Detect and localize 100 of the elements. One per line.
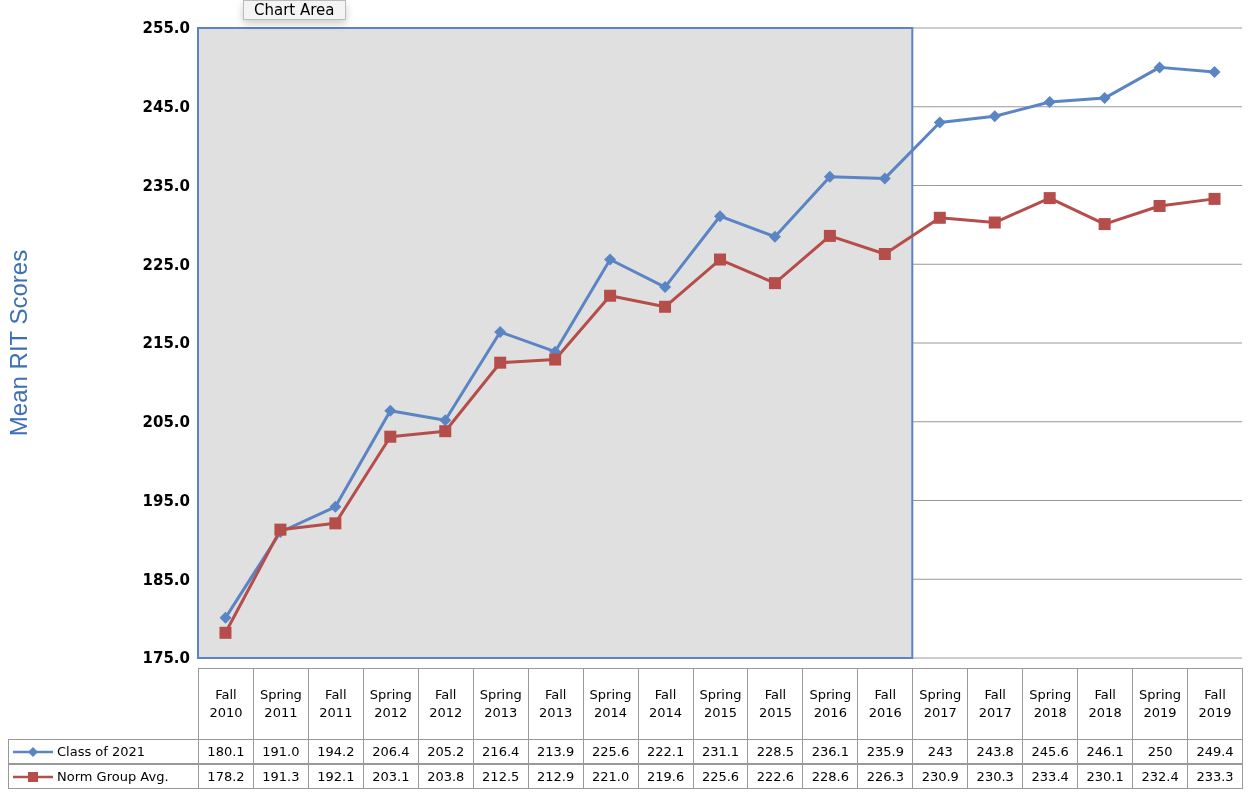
x-tick-label: Fall 2018 <box>1077 668 1134 740</box>
y-tick-label: 215.0 <box>142 334 190 353</box>
data-label: 226.3 <box>857 764 914 789</box>
point <box>439 425 452 438</box>
data-label: 206.4 <box>362 739 419 764</box>
data-label: 219.6 <box>637 764 694 789</box>
point <box>1153 199 1166 212</box>
point <box>439 414 452 427</box>
point <box>494 325 507 338</box>
data-label: 192.1 <box>307 764 364 789</box>
data-label: 231.1 <box>692 739 749 764</box>
x-tick-label: Fall 2019 <box>1187 668 1243 740</box>
point <box>1153 61 1166 74</box>
y-tick-label: 185.0 <box>142 570 190 589</box>
data-label: 228.5 <box>747 739 804 764</box>
point <box>659 300 672 313</box>
point <box>768 230 781 243</box>
x-tick-label: Fall 2013 <box>527 668 584 740</box>
data-label: 213.9 <box>527 739 584 764</box>
data-label: 236.1 <box>802 739 859 764</box>
data-label: 228.6 <box>802 764 859 789</box>
data-label: 203.1 <box>362 764 419 789</box>
point <box>933 211 946 224</box>
data-label: 243.8 <box>967 739 1024 764</box>
data-label: 225.6 <box>692 764 749 789</box>
data-label: 205.2 <box>417 739 474 764</box>
x-tick-label: Fall 2011 <box>307 668 364 740</box>
data-label: 212.5 <box>472 764 529 789</box>
data-label: 178.2 <box>198 764 254 789</box>
data-label: 233.3 <box>1187 764 1243 789</box>
y-tick-label: 245.0 <box>142 98 190 117</box>
point <box>384 404 397 417</box>
data-label: 194.2 <box>307 739 364 764</box>
data-label: 222.6 <box>747 764 804 789</box>
point <box>1208 192 1221 205</box>
point <box>714 253 726 266</box>
y-tick-label: 255.0 <box>142 19 190 38</box>
x-tick-label: Spring 2016 <box>802 668 859 740</box>
point <box>933 116 946 129</box>
x-tick-label: Spring 2018 <box>1022 668 1079 740</box>
point <box>878 248 891 261</box>
point <box>329 517 342 530</box>
data-label: 233.4 <box>1022 764 1079 789</box>
point <box>878 172 891 185</box>
data-label: 222.1 <box>637 739 694 764</box>
x-tick-label: Spring 2011 <box>252 668 309 740</box>
x-tick-label: Fall 2015 <box>747 668 804 740</box>
y-tick-label: 175.0 <box>142 649 190 668</box>
point <box>384 430 397 443</box>
point <box>494 356 507 369</box>
data-label: 235.9 <box>857 739 914 764</box>
point <box>329 500 342 513</box>
point <box>549 353 562 366</box>
y-tick-label: 195.0 <box>142 491 190 510</box>
point <box>988 110 1001 123</box>
point <box>1043 96 1056 109</box>
point <box>1208 66 1221 79</box>
data-label: 216.4 <box>472 739 529 764</box>
legend-label: Class of 2021 <box>57 744 146 759</box>
point <box>1098 218 1111 231</box>
x-tick-label: Fall 2012 <box>417 668 474 740</box>
data-label: 203.8 <box>417 764 474 789</box>
data-label: 249.4 <box>1187 739 1243 764</box>
data-label: 243 <box>912 739 969 764</box>
point <box>1098 92 1111 105</box>
data-label: 232.4 <box>1132 764 1189 789</box>
x-tick-label: Spring 2017 <box>912 668 969 740</box>
x-tick-label: Spring 2013 <box>472 668 529 740</box>
x-tick-label: Spring 2015 <box>692 668 749 740</box>
data-label: 191.3 <box>252 764 309 789</box>
point <box>219 626 232 639</box>
y-axis-title: Mean RIT Scores <box>4 249 32 437</box>
point <box>219 611 232 624</box>
data-label: 246.1 <box>1077 739 1134 764</box>
x-tick-label: Fall 2010 <box>198 668 254 740</box>
point <box>823 170 836 183</box>
data-label: 245.6 <box>1022 739 1079 764</box>
legend-label: Norm Group Avg. <box>57 769 169 784</box>
point <box>659 281 672 294</box>
data-label: 250 <box>1132 739 1189 764</box>
point <box>988 216 1001 229</box>
y-tick-label: 225.0 <box>142 255 190 274</box>
text: Chart Area <box>243 0 346 20</box>
point <box>604 253 617 266</box>
x-tick-label: Fall 2017 <box>967 668 1024 740</box>
point <box>714 210 726 223</box>
point <box>604 289 617 302</box>
x-tick-label: Fall 2016 <box>857 668 914 740</box>
data-label: 221.0 <box>582 764 639 789</box>
data-label: 230.3 <box>967 764 1024 789</box>
y-tick-label: 205.0 <box>142 413 190 432</box>
x-tick-label: Spring 2019 <box>1132 668 1189 740</box>
point <box>1043 192 1056 205</box>
data-label: 212.9 <box>527 764 584 789</box>
data-label: 180.1 <box>198 739 254 764</box>
data-label: 225.6 <box>582 739 639 764</box>
x-tick-label: Fall 2014 <box>637 668 694 740</box>
data-label: 230.1 <box>1077 764 1134 789</box>
x-tick-label: Spring 2012 <box>362 668 419 740</box>
data-label: 230.9 <box>912 764 969 789</box>
